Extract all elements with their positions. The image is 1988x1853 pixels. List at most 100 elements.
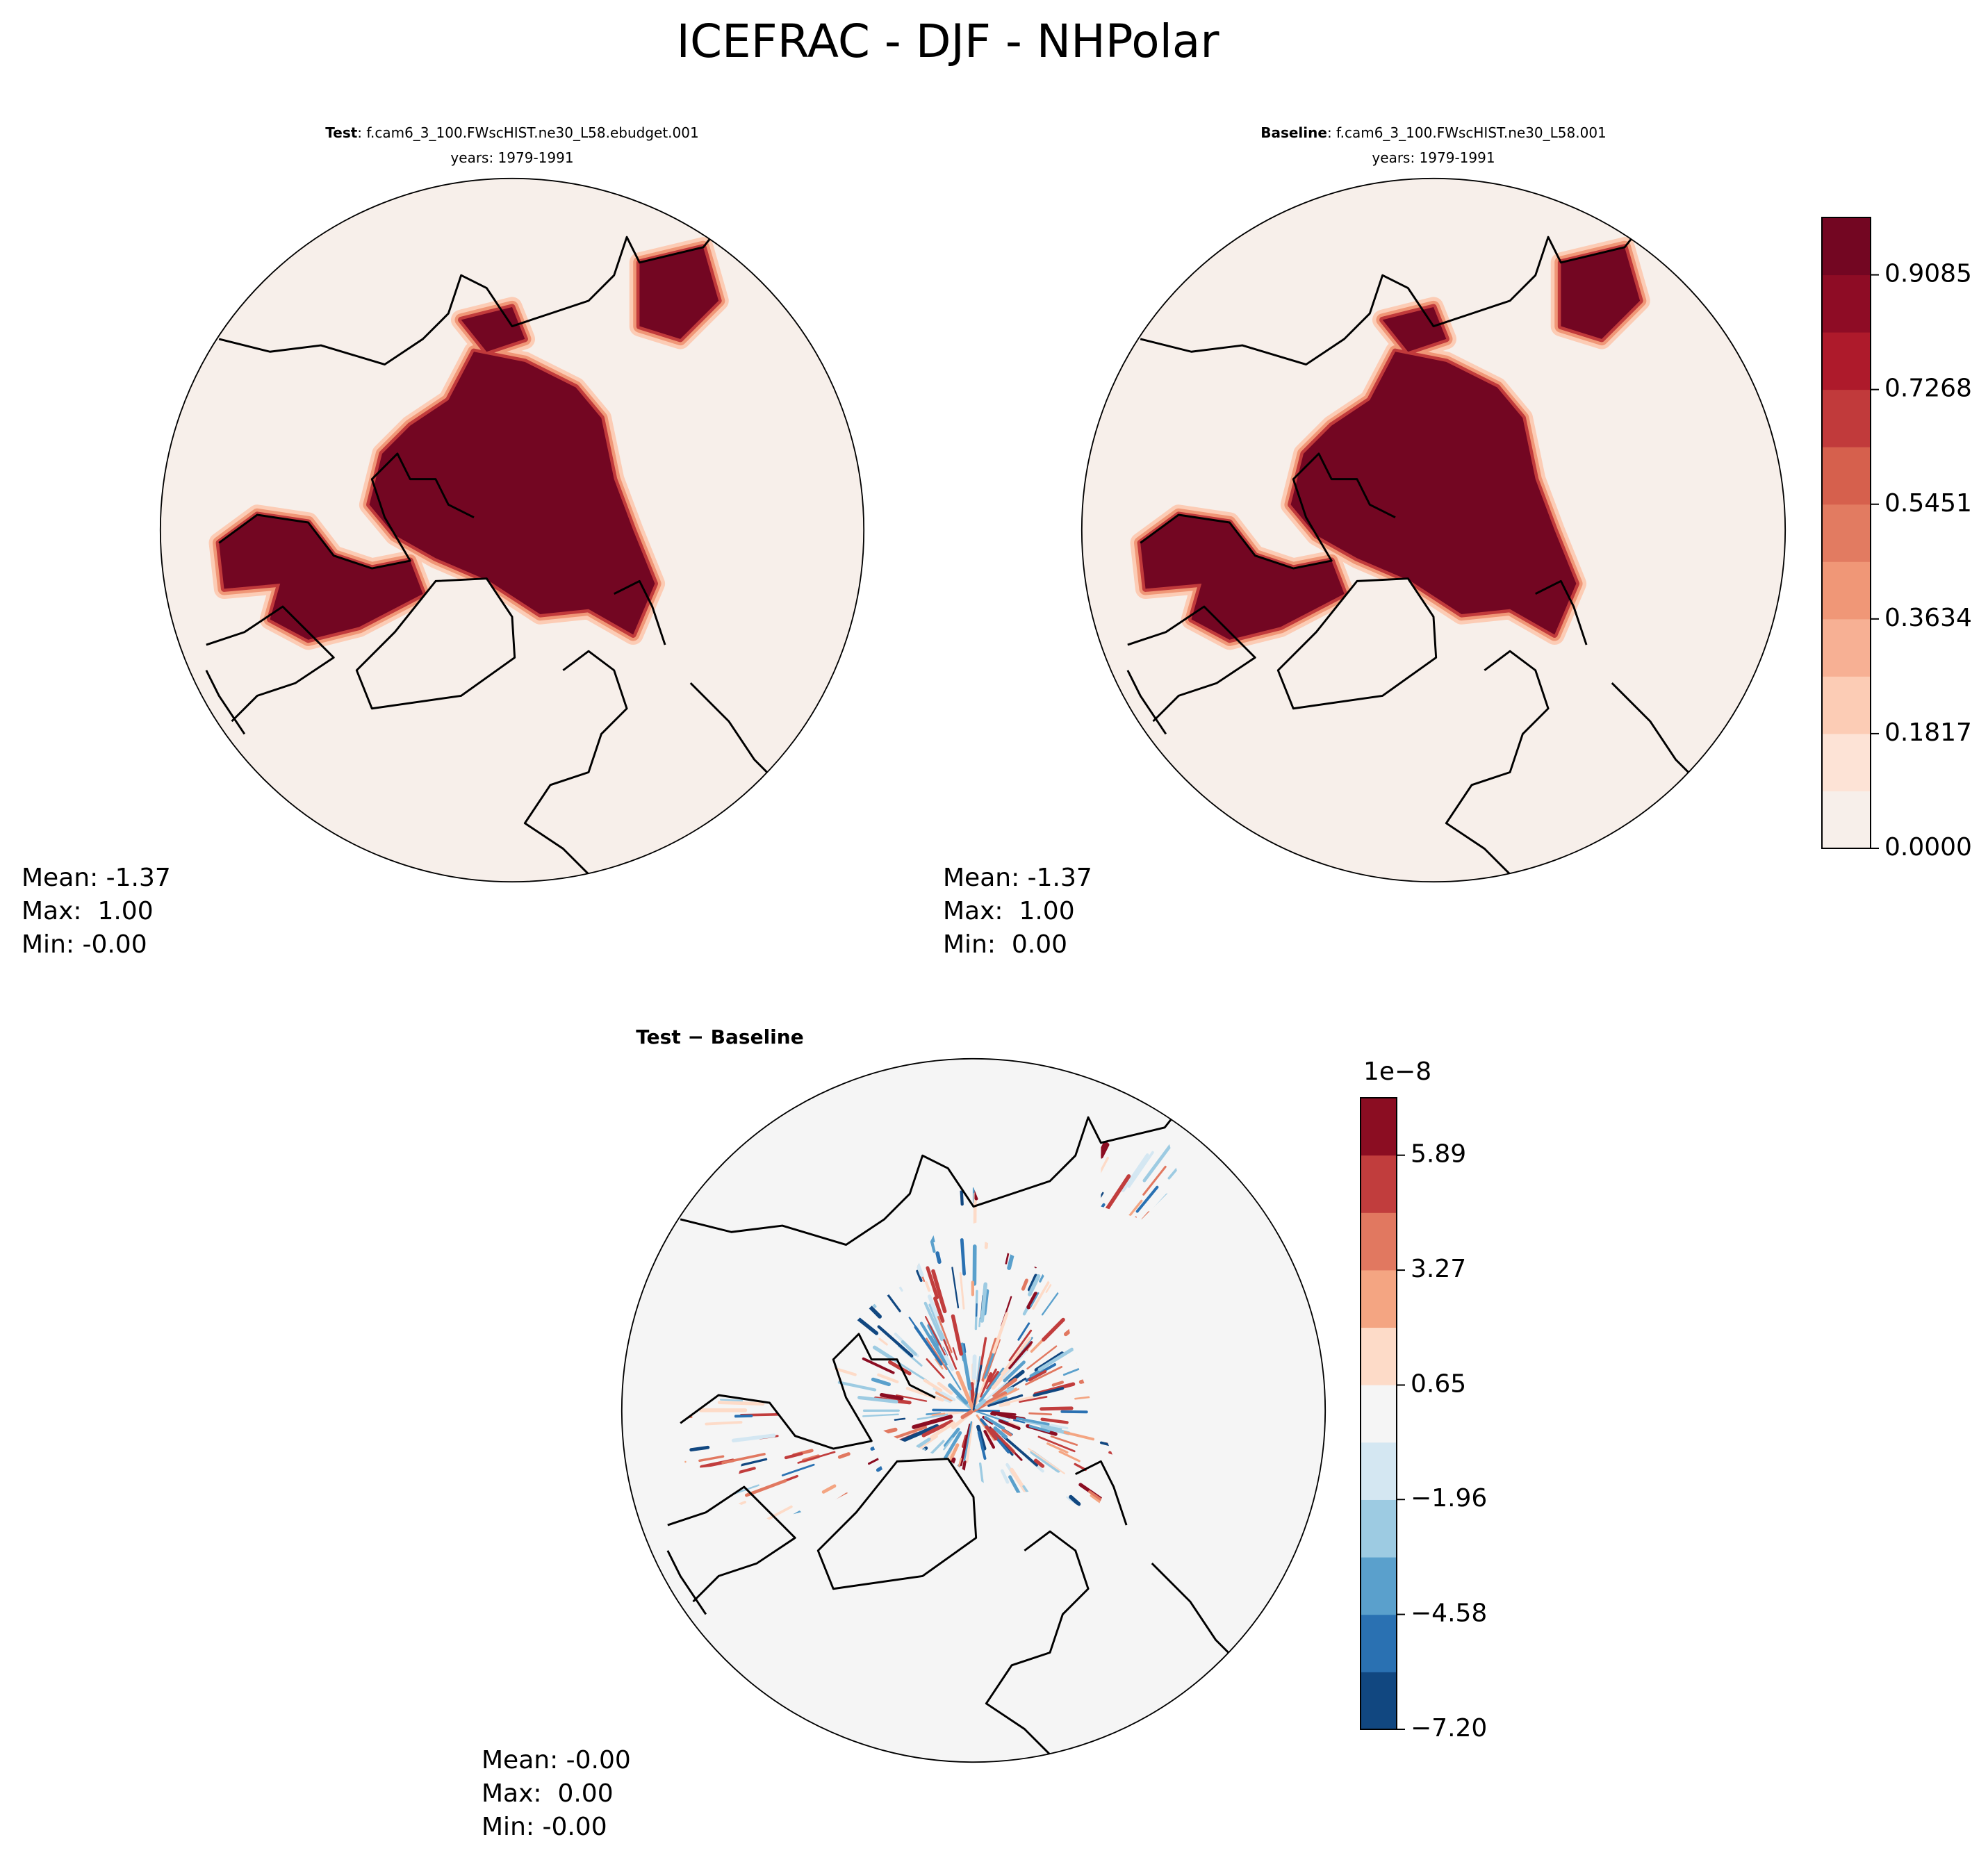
panel-title: Test: f.cam6_3_100.FWscHIST.ne30_L58.ebu… (325, 124, 698, 141)
map-boundary (621, 1057, 1326, 1763)
field-streak (928, 1303, 947, 1344)
colorbar-band (1822, 504, 1871, 562)
colorbar-band (1361, 1212, 1397, 1271)
field-streak (961, 1434, 968, 1448)
field-streak (992, 1378, 1017, 1397)
field-streak (933, 1296, 945, 1323)
field-streak (963, 1343, 967, 1353)
field-streak (972, 1376, 988, 1412)
field-streak (916, 1438, 931, 1449)
colorbar-band (1361, 1614, 1397, 1672)
field-streak (1017, 1322, 1030, 1341)
field-streak (1027, 1447, 1065, 1474)
field-streak (872, 1345, 895, 1361)
field-streak (1033, 1458, 1045, 1468)
colorbar-tick-label: 0.0000 (1884, 833, 1972, 862)
field-streak (952, 1346, 958, 1360)
field-streak (1019, 1396, 1048, 1403)
field-streak (983, 1380, 1009, 1403)
field-streak (959, 1272, 965, 1310)
field-streak (781, 1463, 815, 1476)
field-streak (1001, 1337, 1032, 1376)
colorbar-band (1822, 618, 1871, 677)
field-streak (1033, 1387, 1065, 1397)
field-streak (1016, 1417, 1050, 1426)
field-streak (893, 1425, 928, 1440)
field-streak (975, 1356, 981, 1389)
field-streak (1026, 1292, 1038, 1310)
field-streak (868, 1305, 882, 1319)
field-streak (943, 1431, 962, 1460)
field-streak (926, 1358, 945, 1379)
stats-text: Mean: -1.37 (22, 864, 171, 892)
figure-title: ICEFRAC - DJF - NHPolar (676, 15, 1219, 68)
field-streak (937, 1316, 953, 1353)
field-streak (931, 1423, 946, 1433)
field-streak (985, 1425, 998, 1441)
field-streak (925, 1281, 931, 1292)
field-streak (963, 1421, 973, 1462)
field-streak (689, 1445, 710, 1452)
field-streak (1000, 1469, 1010, 1484)
field-streak (1167, 1143, 1181, 1180)
stats-text: Mean: -1.37 (943, 864, 1092, 892)
field-streak (1001, 1428, 1012, 1437)
panel-years: years: 1979-1991 (1372, 149, 1495, 166)
field-streak (1142, 1142, 1173, 1183)
field-streak (1003, 1360, 1026, 1383)
field-streak (977, 1431, 987, 1460)
field-streak (926, 1337, 948, 1371)
field-streak (998, 1419, 1021, 1431)
field-streak (896, 1394, 928, 1402)
field-streak (983, 1430, 996, 1449)
panel-years: years: 1979-1991 (450, 149, 573, 166)
colorbar-tick-label: 0.5451 (1884, 489, 1972, 518)
field-streak (960, 1238, 966, 1276)
field-streak (898, 1424, 939, 1444)
field-streak (944, 1427, 960, 1447)
field-streak (1012, 1419, 1026, 1424)
field-streak (737, 1458, 768, 1467)
field-streak (974, 1399, 987, 1410)
field-streak (980, 1284, 986, 1319)
colorbar-band (1822, 791, 1871, 849)
field-streak (965, 1422, 974, 1463)
field-streak (1027, 1274, 1037, 1292)
field-streak (857, 1396, 898, 1404)
field-streak (916, 1269, 923, 1283)
field-streak (1024, 1420, 1062, 1431)
field-streak (880, 1392, 904, 1401)
field-streak (698, 1455, 725, 1463)
field-streak (978, 1317, 981, 1328)
field-streak (1028, 1412, 1053, 1416)
field-streak (1028, 1274, 1041, 1296)
panel-case: : f.cam6_3_100.FWscHIST.ne30_L58.ebudget… (357, 124, 698, 141)
field-streak (989, 1396, 1008, 1406)
field-streak (926, 1412, 942, 1416)
colorbar-band (1361, 1557, 1397, 1615)
field-streak (734, 1414, 753, 1418)
field-streak (943, 1437, 953, 1451)
panel-label: Test (325, 124, 357, 141)
colorbar-tick-label: 0.3634 (1884, 604, 1972, 632)
field-streak (871, 1377, 891, 1387)
field-streak (705, 1421, 743, 1426)
field-streak (797, 1451, 836, 1464)
colorbar-band (1822, 389, 1871, 447)
field-streak (1037, 1347, 1074, 1372)
field-streak (1028, 1424, 1051, 1433)
field-streak (1021, 1278, 1028, 1291)
field-streak (935, 1251, 942, 1265)
colorbar-band (1361, 1672, 1397, 1730)
field-streak (993, 1426, 1008, 1439)
colorbar-tick-label: 5.89 (1411, 1140, 1466, 1169)
colorbar-band (1822, 447, 1871, 505)
field-streak (1099, 1143, 1110, 1159)
colorbar-band (1822, 217, 1871, 276)
field-streak (744, 1479, 787, 1497)
colorbar-band (1822, 733, 1871, 791)
field-streak (1030, 1292, 1040, 1308)
field-streak (901, 1340, 917, 1356)
field-streak (986, 1371, 999, 1390)
field-streak (926, 1266, 939, 1299)
